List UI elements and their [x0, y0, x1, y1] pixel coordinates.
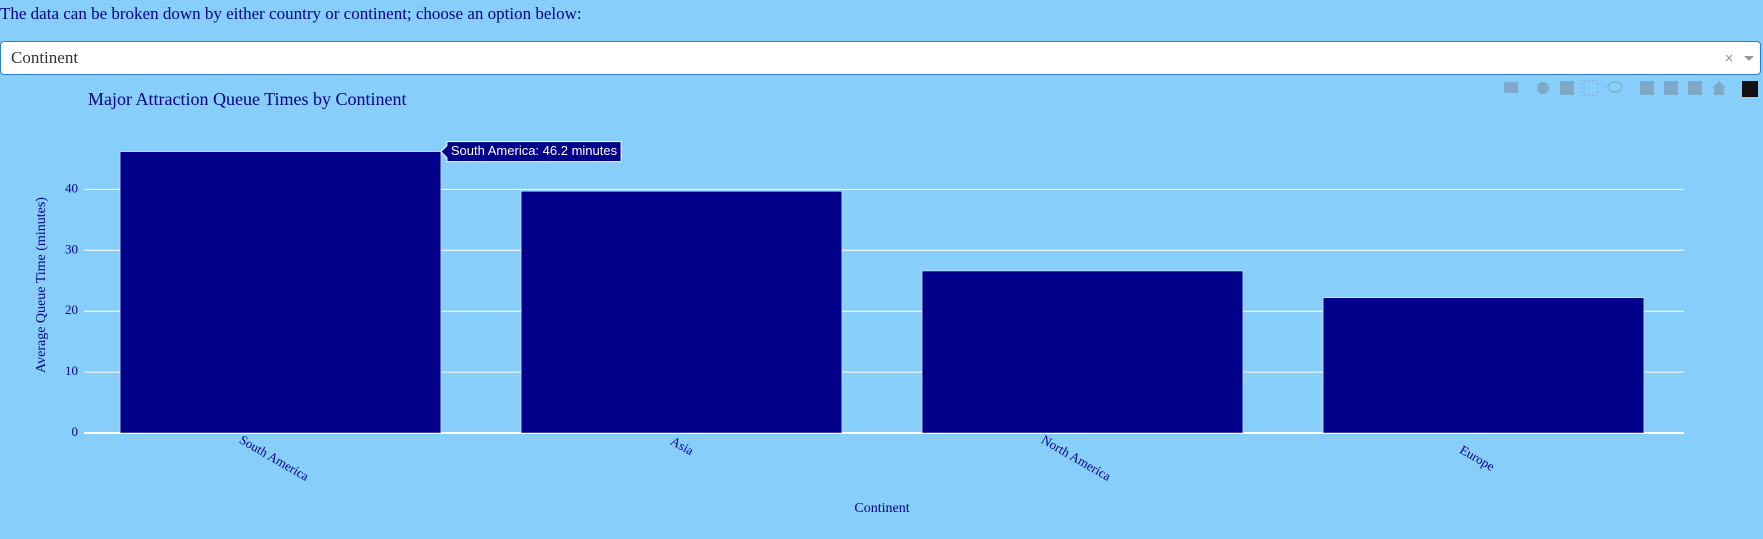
tooltip: South America: 46.2 minutes [440, 141, 622, 163]
modebar-logo[interactable] [1742, 81, 1758, 97]
y-axis-title: Average Queue Time (minutes) [34, 197, 49, 373]
dropdown-value: Continent [11, 48, 79, 67]
x-tick-label: Europe [1457, 442, 1497, 474]
modebar-button[interactable] [1640, 81, 1654, 95]
modebar-button[interactable] [1560, 81, 1574, 95]
bar [1322, 297, 1645, 434]
y-tick-label: 10 [65, 363, 78, 378]
clear-icon[interactable] [1725, 54, 1733, 62]
modebar[interactable] [1504, 80, 1758, 97]
dropdown[interactable]: Continent [0, 41, 1761, 75]
y-tick-label: 0 [72, 424, 79, 439]
bar [921, 270, 1244, 434]
x-tick-label: North America [1039, 432, 1114, 484]
intro-text: The data can be broken down by either co… [0, 4, 582, 23]
x-tick-label: South America [237, 432, 312, 484]
bar [119, 151, 442, 434]
bar [520, 190, 843, 434]
modebar-button[interactable] [1583, 80, 1599, 96]
chart: Major Attraction Queue Times by Continen… [34, 80, 1758, 516]
chart-title: Major Attraction Queue Times by Continen… [88, 89, 406, 109]
tooltip-text: South America: 46.2 minutes [451, 143, 618, 158]
modebar-button[interactable] [1712, 81, 1726, 95]
modebar-button[interactable] [1607, 81, 1623, 93]
modebar-button[interactable] [1537, 82, 1549, 94]
modebar-button[interactable] [1688, 81, 1702, 95]
modebar-button[interactable] [1664, 81, 1678, 95]
dropdown-controls[interactable] [1720, 42, 1760, 74]
tooltip-box [440, 141, 622, 163]
x-tick-label: Asia [668, 433, 696, 458]
modebar-button[interactable] [1504, 82, 1518, 93]
y-tick-label: 40 [65, 180, 78, 195]
y-tick-label: 20 [65, 302, 78, 317]
arrow-icon[interactable] [1744, 56, 1754, 61]
x-axis-title: Continent [854, 501, 909, 516]
y-tick-label: 30 [65, 241, 78, 256]
